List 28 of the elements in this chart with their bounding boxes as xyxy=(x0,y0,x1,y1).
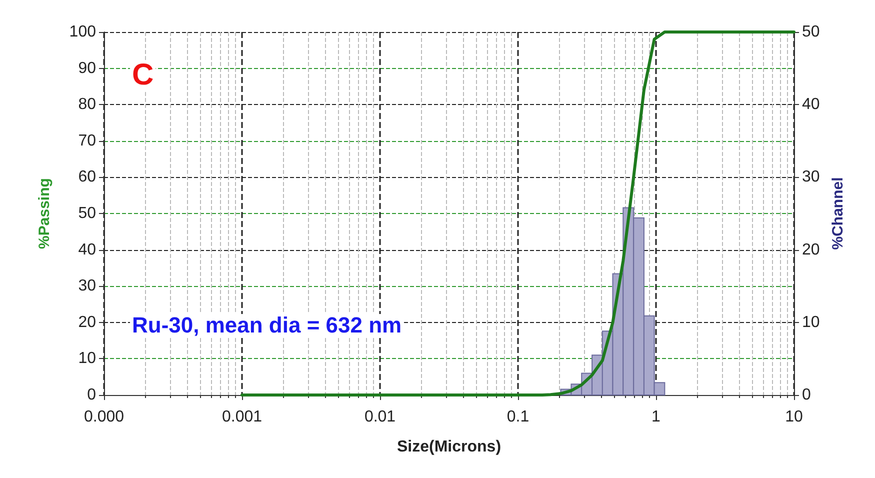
y-tick-label: 80 xyxy=(78,96,96,114)
y-tick-label: 10 xyxy=(78,350,96,368)
annotation: C xyxy=(132,58,154,92)
y2-tick-label: 20 xyxy=(802,241,820,258)
x-tick-label: 1 xyxy=(652,408,661,426)
x-tick-label: 0.1 xyxy=(506,408,530,426)
annotation: Ru-30, mean dia = 632 nm xyxy=(132,312,402,338)
x-tick-label: 0.000 xyxy=(84,408,124,426)
y2-axis-title: %Channel xyxy=(830,177,847,250)
y-axis-title: %Passing xyxy=(36,178,53,249)
y2-tick-label: 40 xyxy=(802,96,820,114)
y-tick-label: 0 xyxy=(87,386,96,404)
y2-tick-label: 0 xyxy=(802,386,811,404)
y-tick-label: 30 xyxy=(78,278,96,295)
x-tick-label: 0.01 xyxy=(364,408,396,426)
y-tick-label: 100 xyxy=(69,24,96,40)
y-tick-label: 60 xyxy=(78,168,96,186)
y-tick-label: 40 xyxy=(78,241,96,258)
y-tick-label: 70 xyxy=(78,132,96,150)
y2-tick-label: 10 xyxy=(802,314,820,331)
y2-tick-label: 50 xyxy=(802,24,820,40)
y-tick-label: 90 xyxy=(78,60,96,77)
y2-tick-label: 30 xyxy=(802,168,820,186)
y-tick-label: 50 xyxy=(78,205,96,222)
x-tick-label: 0.001 xyxy=(222,408,262,426)
y-tick-label: 20 xyxy=(78,314,96,331)
x-axis-title: Size(Microns) xyxy=(396,438,502,456)
x-tick-label: 10 xyxy=(785,408,803,426)
